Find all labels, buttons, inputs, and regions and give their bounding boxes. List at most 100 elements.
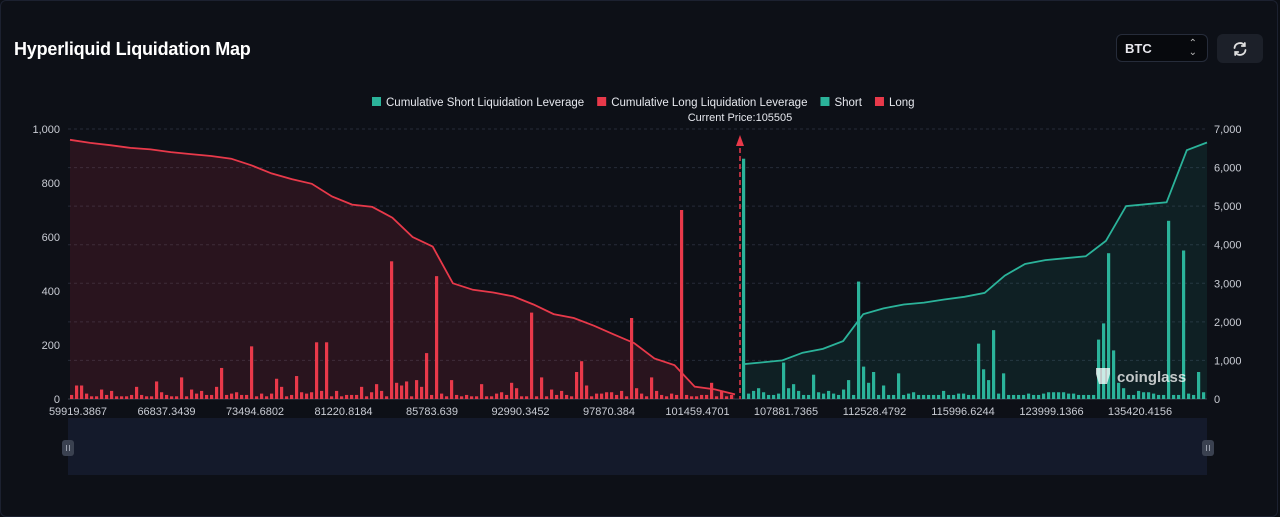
x-tick-label: 97870.384 xyxy=(583,406,635,418)
long-bar xyxy=(385,396,389,399)
coin-select-value: BTC xyxy=(1125,41,1152,56)
long-bar xyxy=(415,380,419,399)
y-right-tick: 2,000 xyxy=(1214,317,1242,329)
coinglass-watermark: coinglass xyxy=(1096,368,1186,386)
long-bar xyxy=(250,346,254,399)
long-bar xyxy=(660,394,664,399)
legend-swatch xyxy=(820,97,830,106)
short-bar xyxy=(857,281,861,399)
short-bar xyxy=(817,392,821,399)
short-bar xyxy=(962,393,966,399)
short-bar xyxy=(997,393,1001,399)
short-bar xyxy=(1077,394,1081,399)
legend-item-0: Cumulative Short Liquidation Leverage xyxy=(386,97,584,109)
short-bar xyxy=(1037,394,1041,399)
long-bar xyxy=(605,392,609,399)
x-tick-label: 73494.6802 xyxy=(226,406,284,418)
long-bar xyxy=(105,394,109,399)
refresh-button[interactable] xyxy=(1217,34,1263,63)
current-price-label: Current Price:105505 xyxy=(688,112,793,124)
long-bar xyxy=(630,318,634,399)
slider-handle-left[interactable] xyxy=(62,440,74,456)
cumulative-lines xyxy=(69,138,1208,396)
long-bar xyxy=(175,396,179,399)
short-bar xyxy=(952,394,956,399)
long-bar xyxy=(530,312,534,399)
coinglass-logo-icon xyxy=(1096,368,1110,384)
short-bar xyxy=(1137,390,1141,399)
short-bar xyxy=(1107,253,1111,399)
x-tick-label: 92990.3452 xyxy=(491,406,549,418)
long-bar xyxy=(290,394,294,399)
short-bar xyxy=(827,390,831,399)
short-bar xyxy=(932,394,936,399)
long-bar xyxy=(260,393,264,399)
short-bar xyxy=(847,380,851,399)
long-bar xyxy=(370,392,374,399)
y-right-tick: 7,000 xyxy=(1214,124,1242,136)
short-bar xyxy=(862,366,866,399)
short-bar xyxy=(792,384,796,399)
short-bar xyxy=(917,394,921,399)
long-bar xyxy=(245,394,249,399)
long-bar xyxy=(425,353,429,399)
long-bar xyxy=(485,396,489,399)
long-bar xyxy=(455,394,459,399)
y-axis-left: 0 200 400 600 800 1,000 xyxy=(32,124,60,406)
long-bar xyxy=(585,385,589,399)
slider-handle-right[interactable] xyxy=(1202,440,1214,456)
chart-legend: Cumulative Short Liquidation Leverage Cum… xyxy=(372,97,915,109)
short-bar xyxy=(1122,388,1126,399)
short-bar xyxy=(1102,323,1106,399)
short-bar xyxy=(1027,393,1031,399)
long-bar xyxy=(475,396,479,399)
legend-swatch xyxy=(874,97,884,106)
short-bar xyxy=(892,394,896,399)
long-bar xyxy=(625,396,629,399)
long-bar xyxy=(665,396,669,399)
x-tick-label: 107881.7365 xyxy=(754,406,818,418)
long-bar xyxy=(520,396,524,399)
long-bar xyxy=(195,393,199,399)
long-bar xyxy=(450,380,454,399)
short-bar xyxy=(882,385,886,399)
short-bar xyxy=(742,158,746,399)
short-bar xyxy=(1022,394,1026,399)
long-bar xyxy=(430,394,434,399)
long-bar xyxy=(685,394,689,399)
x-tick-label: 85783.639 xyxy=(406,406,458,418)
short-bar xyxy=(927,394,931,399)
short-bar xyxy=(1197,372,1201,399)
short-bar xyxy=(942,390,946,399)
y-left-tick: 800 xyxy=(42,178,60,190)
long-bar xyxy=(635,388,639,399)
long-bar xyxy=(535,396,539,399)
short-bar xyxy=(867,382,871,399)
long-bar xyxy=(460,396,464,399)
long-bar xyxy=(560,390,564,399)
long-bar xyxy=(140,394,144,399)
cumulative-long-area xyxy=(70,139,735,400)
long-bar xyxy=(355,394,359,399)
long-bar xyxy=(120,396,124,399)
short-bar xyxy=(992,330,996,399)
long-bar xyxy=(190,389,194,399)
short-bar xyxy=(1052,392,1056,399)
long-bar xyxy=(595,393,599,399)
long-bar xyxy=(470,396,474,399)
long-bar xyxy=(540,377,544,399)
short-bar xyxy=(922,394,926,399)
long-bar xyxy=(445,396,449,399)
zoom-slider[interactable] xyxy=(62,418,1214,475)
short-bar xyxy=(1187,393,1191,399)
long-bar xyxy=(500,392,504,399)
long-bar xyxy=(590,396,594,399)
legend-swatch xyxy=(372,97,381,106)
coin-select[interactable]: BTC ⌃ ⌄ xyxy=(1116,34,1208,62)
short-bar xyxy=(832,393,836,399)
short-bar xyxy=(912,392,916,399)
long-bar xyxy=(505,394,509,399)
short-bar xyxy=(822,393,826,399)
long-bar xyxy=(575,372,579,399)
cumulative-long-line xyxy=(69,138,736,396)
